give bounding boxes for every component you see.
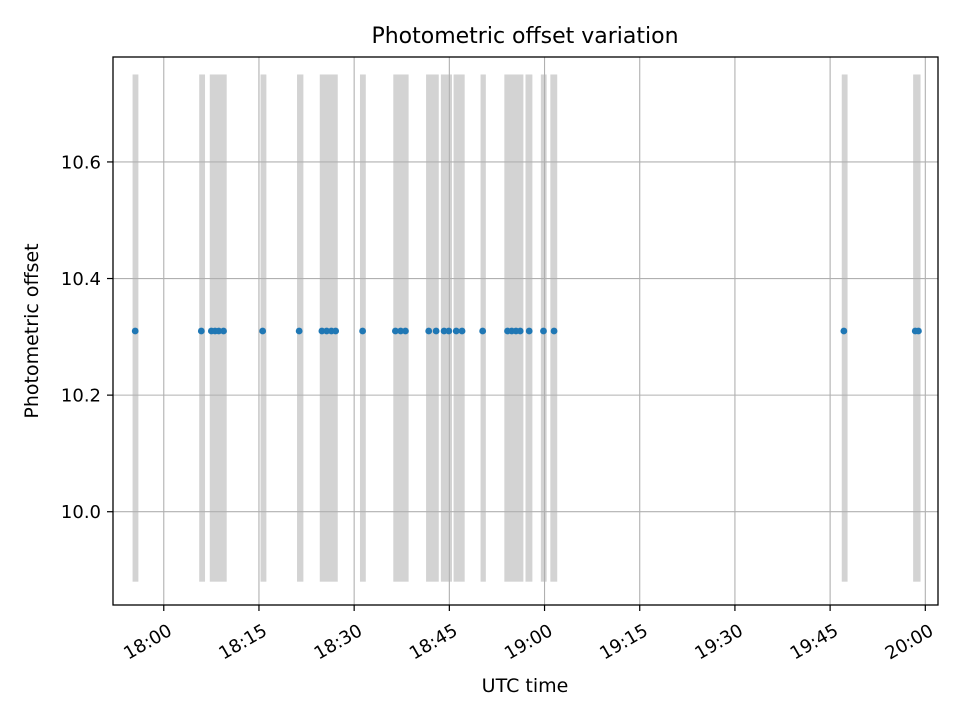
data-point-0-0 <box>131 327 139 335</box>
data-point-0-21 <box>458 327 466 335</box>
points-layer <box>131 327 922 335</box>
data-point-0-16 <box>425 327 433 335</box>
data-point-0-5 <box>220 327 227 335</box>
data-point-0-11 <box>332 327 340 335</box>
data-point-0-14 <box>397 327 405 335</box>
y-tick-label-0: 10.0 <box>61 502 101 523</box>
data-point-0-15 <box>402 327 409 335</box>
band-8 <box>426 74 439 582</box>
data-point-0-6 <box>259 327 267 335</box>
plot-frame <box>112 56 939 606</box>
data-point-0-22 <box>479 327 487 335</box>
data-point-0-7 <box>295 327 303 335</box>
data-point-0-12 <box>359 327 367 335</box>
data-point-0-1 <box>197 327 205 335</box>
y-axis-label: Photometric offset <box>21 243 43 418</box>
data-point-0-20 <box>452 327 460 335</box>
data-point-0-32 <box>915 327 922 335</box>
chart-title: Photometric offset variation <box>371 24 678 49</box>
data-point-0-30 <box>840 327 848 335</box>
data-point-0-8 <box>318 327 326 335</box>
data-point-0-17 <box>432 327 440 335</box>
band-12 <box>504 74 524 582</box>
y-tick-label-1: 10.2 <box>61 386 101 407</box>
data-point-0-29 <box>550 327 558 335</box>
band-9 <box>440 74 452 582</box>
data-point-0-28 <box>540 327 547 335</box>
data-point-0-13 <box>392 327 399 335</box>
band-5 <box>319 74 338 582</box>
data-point-0-9 <box>323 327 331 335</box>
y-axis: 10.0 10.2 10.4 10.6 <box>61 152 113 523</box>
y-tick-label-3: 10.6 <box>61 152 101 173</box>
data-point-0-26 <box>516 327 524 335</box>
data-point-0-4 <box>215 327 223 335</box>
data-point-0-27 <box>525 327 533 335</box>
x-axis-label: UTC time <box>482 675 569 697</box>
grid-layer <box>113 57 938 605</box>
data-point-0-18 <box>440 327 448 335</box>
band-10 <box>453 74 465 582</box>
plot-area <box>112 56 939 606</box>
y-tick-label-2: 10.4 <box>61 269 101 290</box>
data-point-0-19 <box>445 327 453 335</box>
